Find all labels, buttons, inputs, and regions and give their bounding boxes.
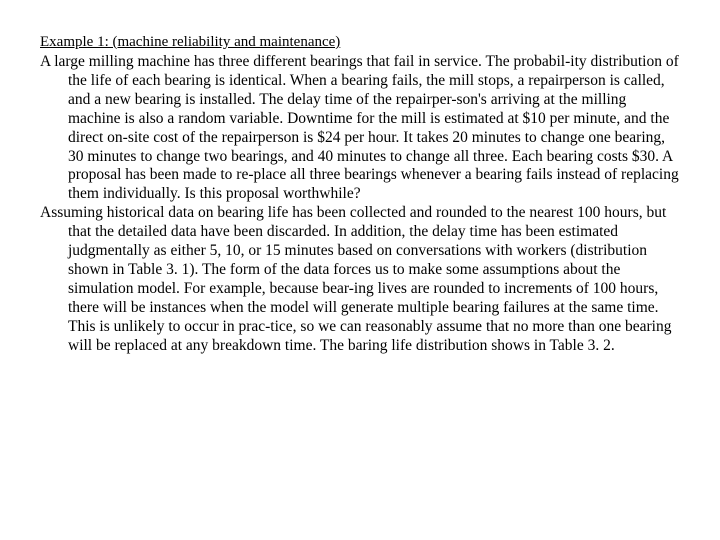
example-heading: Example 1: (machine reliability and main… [40, 34, 680, 51]
paragraph-2: Assuming historical data on bearing life… [40, 204, 680, 355]
paragraph-1: A large milling machine has three differ… [40, 53, 680, 204]
